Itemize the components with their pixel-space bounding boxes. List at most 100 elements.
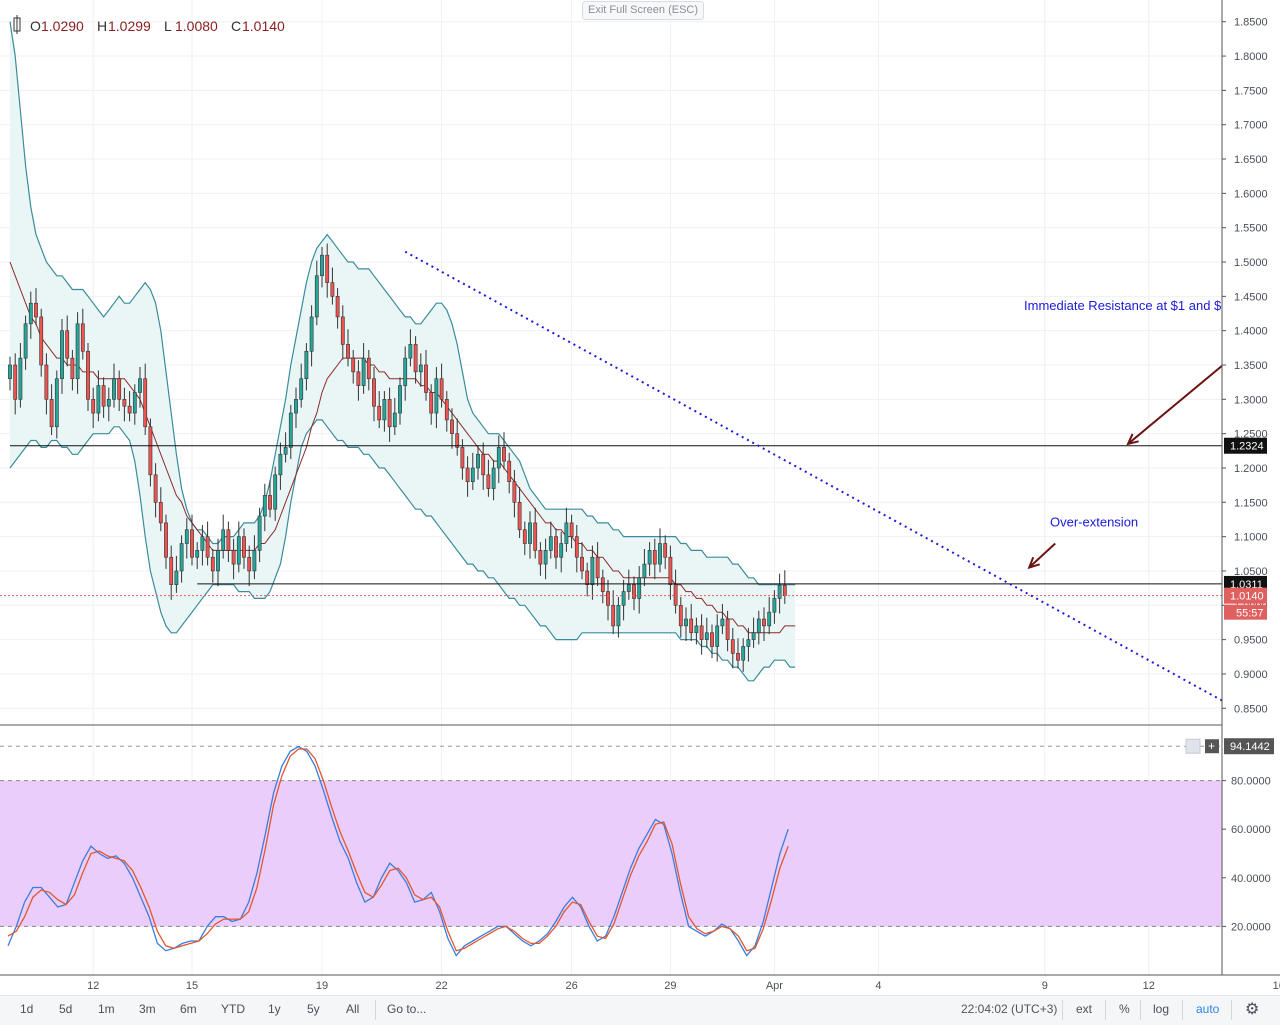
candle-body (408, 344, 413, 359)
candle-body (221, 529, 226, 551)
time-tick-label: 19 (316, 980, 328, 992)
percent-scale-toggle[interactable]: % (1119, 1002, 1130, 1016)
candle-body (283, 447, 288, 455)
candle-body (564, 522, 569, 544)
time-tick-label: 12 (87, 980, 99, 992)
candle-body (44, 364, 49, 400)
candle-style-icon (13, 17, 21, 32)
candle-body (252, 550, 257, 572)
candle-body (96, 385, 101, 414)
candle-body (512, 481, 517, 503)
candle-body (330, 282, 335, 297)
candle-body (689, 618, 694, 634)
candle-body (86, 350, 90, 400)
range-1d-button[interactable]: 1d (20, 1002, 34, 1016)
candle-body (356, 371, 361, 386)
candle-body (522, 529, 527, 544)
candle-body (684, 618, 688, 627)
candle-body (460, 447, 465, 469)
resistance-annotation: Immediate Resistance at $1 and $1.2 (1024, 298, 1239, 313)
candle-body (335, 296, 340, 318)
stoch-tick-label: 60.0000 (1231, 824, 1271, 836)
goto-date-button[interactable]: Go to... (387, 1002, 427, 1016)
candle-body (600, 577, 605, 592)
ext-hours-toggle[interactable]: ext (1076, 1002, 1093, 1016)
last-price-tag (1224, 587, 1267, 604)
candle-body (486, 474, 491, 489)
candle-body (325, 254, 330, 283)
candle-body (236, 536, 241, 565)
range-all-button[interactable]: All (346, 1002, 360, 1016)
candle-body (621, 591, 626, 606)
time-tick-label: 29 (664, 980, 676, 992)
candle-body (117, 378, 122, 400)
range-6m-button[interactable]: 6m (180, 1002, 197, 1016)
candle-body (231, 550, 236, 565)
annotation-arrow (1028, 542, 1056, 569)
log-scale-toggle[interactable]: log (1153, 1002, 1170, 1016)
candle-body (351, 357, 356, 373)
time-tick-label: 12 (1143, 980, 1155, 992)
candle-body (49, 399, 54, 428)
candle-body (767, 611, 772, 627)
ohlc-value-l: 1.0080 (175, 18, 218, 34)
price-tick-label: 1.1000 (1234, 532, 1268, 544)
candle-body (569, 522, 574, 537)
candle-body (294, 399, 298, 414)
candle-body (216, 550, 220, 572)
candle-body (574, 536, 579, 558)
exit-fullscreen-button[interactable]: Exit Full Screen (ESC) (582, 1, 704, 20)
candle-body (444, 399, 449, 421)
candle-body (153, 474, 158, 503)
ohlc-key-l: L (164, 18, 172, 34)
candle-body (611, 604, 616, 627)
candle-body (346, 344, 350, 359)
candle-body (632, 584, 636, 599)
price-tick-label: 0.8500 (1234, 703, 1268, 715)
range-3m-button[interactable]: 3m (139, 1002, 156, 1016)
range-5d-button[interactable]: 5d (59, 1002, 73, 1016)
candle-body (242, 536, 246, 558)
candle-body (127, 405, 132, 414)
candle-body (554, 536, 558, 558)
candle-body (247, 556, 252, 572)
stoch-value-tag (1224, 738, 1274, 755)
range-1m-button[interactable]: 1m (98, 1002, 115, 1016)
candle-body (262, 495, 267, 517)
candle-body (106, 399, 111, 407)
over-extension-annotation: Over-extension (1050, 514, 1138, 529)
candle-body (528, 522, 532, 544)
candle-body (637, 577, 642, 599)
toolbar-separator (1105, 1000, 1106, 1020)
sr-price-tag (1224, 437, 1267, 454)
candle-body (710, 632, 714, 647)
price-tick-label: 1.3500 (1234, 360, 1268, 372)
candle-body (366, 357, 371, 380)
bollinger-bands (9, 21, 796, 682)
candle-body (470, 467, 475, 483)
candle-body (174, 570, 179, 585)
auto-scale-toggle[interactable]: auto (1196, 1002, 1220, 1016)
stoch-k-line (7, 745, 789, 957)
gear-icon[interactable]: ⚙ (1245, 1001, 1260, 1018)
plus-icon: + (1208, 739, 1215, 753)
range-1y-button[interactable]: 1y (268, 1002, 281, 1016)
candle-body (184, 529, 189, 544)
range-5y-button[interactable]: 5y (307, 1002, 320, 1016)
candle-body (658, 543, 662, 565)
ohlc-value-c: 1.0140 (242, 18, 285, 34)
candle-body (65, 330, 70, 359)
candle-body (205, 536, 210, 558)
candle-body (132, 392, 137, 414)
ohlc-key-h: H (97, 18, 107, 34)
candle-body (502, 447, 506, 462)
candle-body (450, 419, 454, 434)
candle-body (314, 275, 319, 318)
candle-body (112, 378, 116, 400)
candle-body (476, 453, 480, 469)
candle-body (736, 653, 740, 661)
range-ytd-button[interactable]: YTD (221, 1002, 245, 1016)
candle-body (751, 632, 756, 640)
candle-body (580, 556, 584, 572)
